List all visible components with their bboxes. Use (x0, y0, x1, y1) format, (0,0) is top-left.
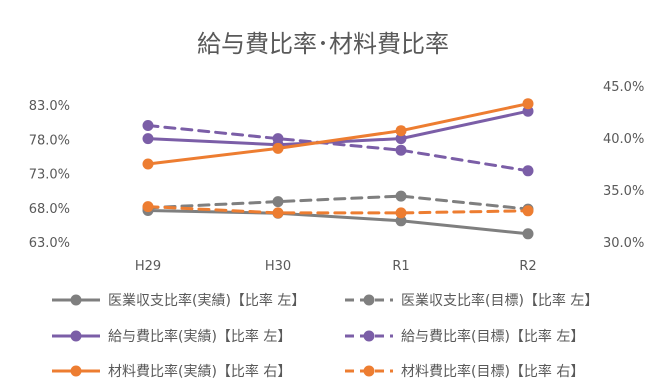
data-point (395, 125, 407, 137)
series-line (146, 205, 530, 215)
series-line (146, 209, 530, 236)
legend-label: 材料費比率(目標)【比率 右】 (401, 363, 584, 380)
legend-label: 給与費比率(目標)【比率 左】 (401, 328, 584, 345)
x-tick-label: H30 (265, 259, 291, 274)
data-point (522, 228, 534, 240)
series-line (146, 109, 530, 147)
data-point (272, 196, 284, 208)
data-point (395, 144, 407, 156)
data-point (142, 133, 154, 145)
data-point (522, 98, 534, 110)
legend-marker (70, 365, 82, 377)
legend-marker (70, 294, 82, 306)
x-tick-label: H29 (135, 259, 161, 274)
y-left-tick-label: 68.0% (29, 202, 70, 217)
y-left-tick-label: 83.0% (29, 99, 70, 114)
y-right-tick-label: 45.0% (603, 80, 644, 95)
y-right-tick-label: 40.0% (603, 132, 644, 147)
legend-label: 給与費比率(実績)【比率 左】 (108, 328, 291, 345)
y-right-tick-label: 35.0% (603, 184, 644, 199)
data-point (522, 165, 534, 177)
legend-marker (70, 330, 82, 342)
series-line (146, 194, 530, 211)
legend-label: 材料費比率(実績)【比率 右】 (108, 363, 291, 380)
data-point (272, 207, 284, 219)
y-left-tick-label: 63.0% (29, 236, 70, 251)
series-line (146, 124, 530, 173)
legend-label: 医業収支比率(目標)【比率 左】 (401, 292, 598, 309)
data-point (522, 205, 534, 217)
x-tick-label: R2 (519, 259, 536, 274)
data-point (395, 190, 407, 202)
data-point (395, 215, 407, 227)
x-tick-label: R1 (392, 259, 409, 274)
legend-label: 医業収支比率(実績)【比率 左】 (108, 292, 305, 309)
data-point (395, 207, 407, 219)
legend-marker (363, 330, 375, 342)
data-point (395, 133, 407, 145)
y-right-tick-label: 30.0% (603, 236, 644, 251)
data-point (272, 133, 284, 145)
data-point (142, 158, 154, 170)
data-point (272, 142, 284, 154)
legend-marker (363, 294, 375, 306)
chart-title: 給与費比率･材料費比率 (197, 30, 449, 58)
series-line (146, 102, 530, 166)
y-left-tick-label: 73.0% (29, 168, 70, 183)
data-point (142, 201, 154, 213)
y-left-tick-label: 78.0% (29, 133, 70, 148)
legend-marker (363, 365, 375, 377)
data-point (142, 120, 154, 131)
